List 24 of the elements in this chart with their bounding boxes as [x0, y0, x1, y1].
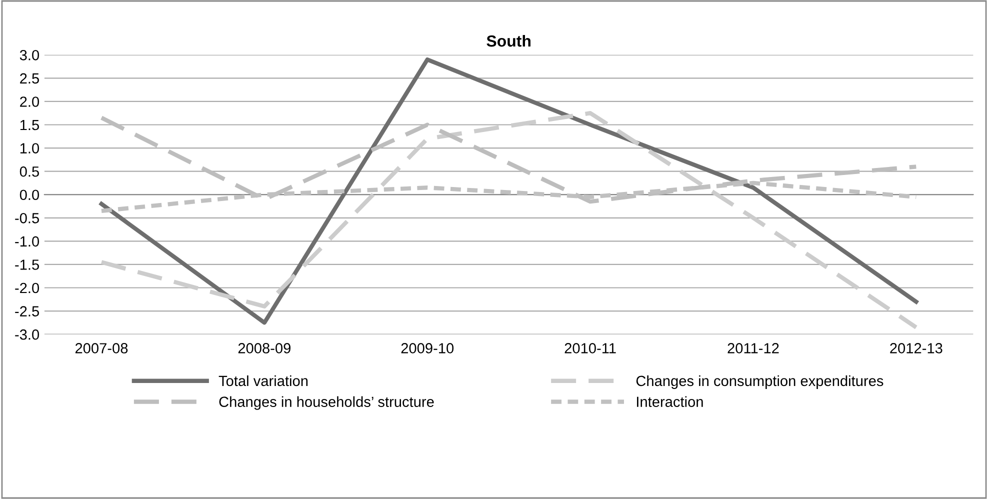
chart-title: South: [486, 34, 530, 47]
legend-label: Interaction: [637, 396, 703, 407]
x-tick-label: 2007-08: [75, 343, 128, 354]
y-tick-label: -1.5: [15, 260, 39, 270]
y-tick-label: -2.0: [15, 282, 40, 294]
legend-label: Changes in households’ structure: [219, 396, 434, 410]
x-tick-label: 2012-13: [890, 343, 942, 354]
y-tick-label: 2.5: [20, 73, 39, 84]
legend-label: Changes in consumption expenditures: [636, 375, 884, 389]
x-tick-label: 2009-10: [401, 343, 454, 354]
y-tick-label: 2.0: [20, 96, 40, 107]
y-tick-label: 1.5: [20, 120, 39, 130]
y-tick-label: 0.0: [20, 190, 40, 200]
legend-label: Total variation: [218, 375, 308, 386]
x-tick-label: 2010-11: [564, 343, 616, 354]
y-tick-label: 1.0: [20, 143, 40, 154]
x-tick-label: 2011-12: [728, 343, 779, 354]
y-tick-label: 3.0: [20, 50, 40, 60]
y-tick-label: 0.5: [20, 166, 39, 177]
y-tick-label: -2.5: [15, 306, 39, 316]
x-tick-label: 2008-09: [238, 343, 290, 354]
y-tick-label: -0.5: [15, 213, 39, 224]
y-tick-label: -3.0: [15, 329, 40, 340]
y-tick-label: -1.0: [15, 236, 40, 247]
